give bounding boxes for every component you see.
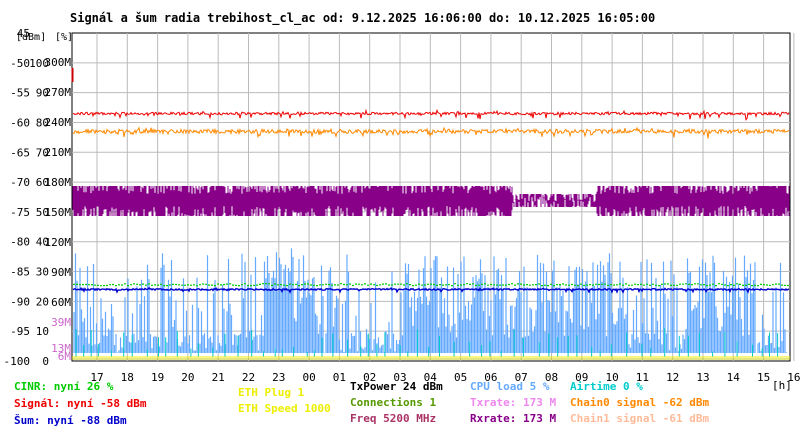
y-label-dbm: [dBm]: [16, 32, 46, 43]
legend-txrate: Txrate: 173 M: [470, 396, 557, 409]
x-tick-label: 04: [424, 371, 438, 384]
chart-title: Signál a šum radia trebihost_cl_ac od: 9…: [70, 11, 655, 26]
y-tick-rate: 13M: [51, 342, 71, 355]
y-tick-rate: 120M: [45, 236, 72, 249]
series-signal: [72, 108, 790, 121]
x-tick-label: 23: [272, 371, 285, 384]
y-tick-rate: 300M: [45, 56, 72, 69]
legend-signal: Signál: nyní -58 dBm: [14, 397, 147, 410]
x-tick-label: 02: [363, 371, 376, 384]
y-tick-dbm: -65: [10, 146, 30, 159]
legend-rxrate: Rxrate: 173 M: [470, 412, 557, 425]
x-tick-label: 10: [605, 371, 618, 384]
legend-airtime: Airtime 0 %: [570, 380, 643, 393]
x-tick-label: 09: [575, 371, 588, 384]
x-tick-label: 07: [515, 371, 528, 384]
y-tick-rate: 60M: [51, 296, 71, 309]
legend-chain1: Chain1 signal -61 dBm: [570, 412, 710, 425]
legend-txpower: TxPower 24 dBm: [350, 380, 443, 393]
x-tick-label: 20: [181, 371, 194, 384]
y-tick-percent: 20: [36, 295, 49, 308]
x-tick-label: 13: [696, 371, 709, 384]
y-tick-percent: 80: [36, 116, 49, 129]
x-tick-label: 06: [484, 371, 497, 384]
x-tick-label: 08: [545, 371, 558, 384]
y-tick-percent: 50: [36, 206, 49, 219]
y-tick-dbm: -90: [10, 295, 30, 308]
y-tick-percent: 90: [36, 87, 49, 100]
y-tick-rate: 210M: [45, 146, 72, 159]
y-tick-dbm: -100: [4, 355, 31, 368]
series-noise: [72, 286, 790, 295]
series-rxrate: [72, 186, 790, 216]
y-tick-percent: 60: [36, 176, 49, 189]
legend-noise: Šum: nyní -88 dBm: [14, 414, 127, 427]
x-tick-label: 18: [121, 371, 134, 384]
y-tick-rate: 6M: [58, 350, 72, 363]
series-cpu-load: [73, 248, 788, 353]
x-tick-label: 19: [151, 371, 164, 384]
y-tick-dbm: -70: [10, 176, 30, 189]
legend-eth-speed: ETH Speed 1000: [238, 402, 331, 415]
x-tick-label: 16: [787, 371, 800, 384]
y-tick-dbm: -60: [10, 116, 30, 129]
legend-freq: Freq 5200 MHz: [350, 412, 437, 425]
series-airtime: [75, 328, 779, 357]
y-tick-dbm: -85: [10, 266, 30, 279]
y-tick-percent: 10: [36, 325, 49, 338]
x-tick-label: 00: [302, 371, 315, 384]
legend-eth-plug: ETH Plug 1: [238, 386, 305, 399]
legend-cpu: CPU load 5 %: [470, 380, 550, 393]
y-tick-dbm: 45: [17, 27, 30, 40]
y-tick-percent: 100: [29, 57, 49, 70]
x-tick-label: 17: [90, 371, 103, 384]
legend-chain0: Chain0 signal -62 dBm: [570, 396, 710, 409]
y-tick-percent: 30: [36, 266, 49, 279]
y-tick-percent: 0: [42, 355, 49, 368]
x-tick-label: 21: [212, 371, 225, 384]
x-tick-label: 05: [454, 371, 467, 384]
x-tick-label: 01: [333, 371, 346, 384]
y-tick-percent: 70: [36, 146, 49, 159]
y-tick-rate: 150M: [45, 206, 72, 219]
y-tick-rate: 39M: [51, 316, 71, 329]
x-tick-label: 12: [666, 371, 679, 384]
y-tick-dbm: -50: [10, 57, 30, 70]
y-tick-percent: 40: [36, 236, 49, 249]
y-tick-rate: 90M: [51, 266, 71, 279]
y-tick-rate: 240M: [45, 116, 72, 129]
y-tick-rate: 270M: [45, 86, 72, 99]
x-tick-label: 03: [393, 371, 406, 384]
y-tick-dbm: -75: [10, 206, 30, 219]
x-unit-label: [h]: [772, 379, 792, 392]
x-tick-label: 15: [757, 371, 770, 384]
x-tick-label: 14: [727, 371, 741, 384]
x-tick-label: 11: [636, 371, 649, 384]
legend-cinr: CINR: nyní 26 %: [14, 380, 114, 393]
series-chain0-signal: [72, 126, 790, 139]
y-tick-dbm: -95: [10, 325, 30, 338]
series-cinr: [73, 283, 789, 287]
legend-connections: Connections 1: [350, 396, 437, 409]
x-tick-label: 22: [242, 371, 255, 384]
y-tick-dbm: -80: [10, 236, 30, 249]
y-tick-rate: 180M: [45, 176, 72, 189]
y-label-percent: [%]: [55, 32, 73, 43]
y-tick-dbm: -55: [10, 87, 30, 100]
